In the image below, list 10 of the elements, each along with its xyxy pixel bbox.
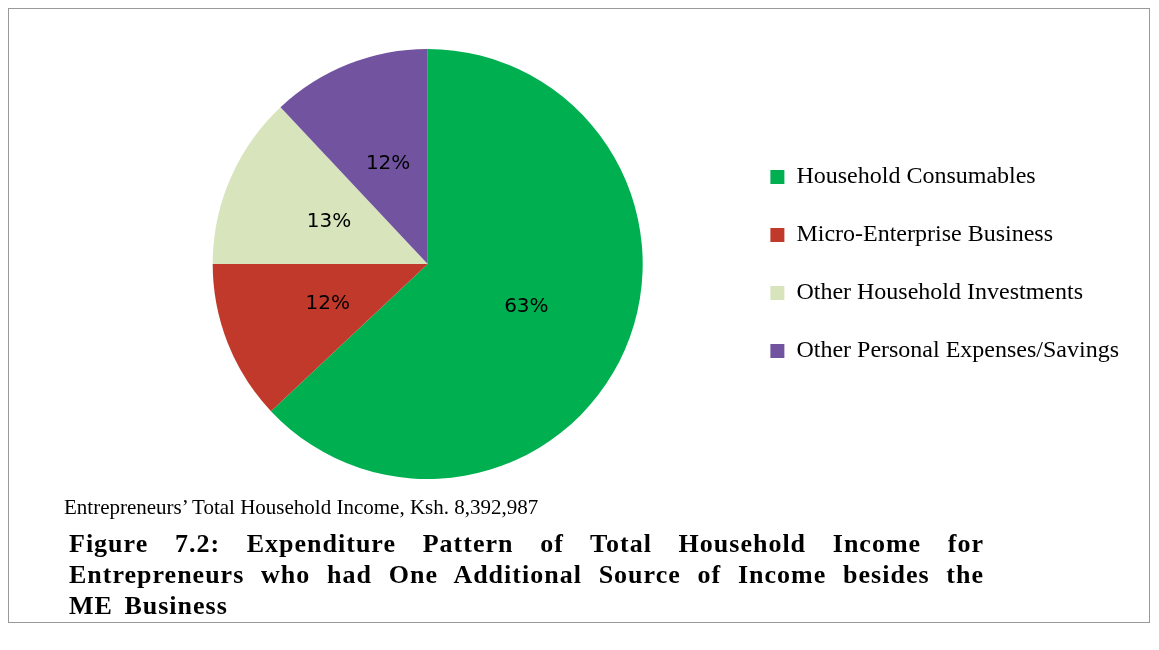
data-label: 13% (306, 207, 352, 232)
data-label: 12% (305, 289, 350, 314)
text: Entrepreneurs’ Total Household Income, Ksh. 8,392,987 (64, 495, 540, 520)
legend-label: Other Household Investments (796, 278, 1084, 305)
data-label: 63% (504, 292, 549, 317)
legend-label: Household Consumables (796, 162, 1036, 189)
legend-label: Other Personal Expenses/Savings (796, 336, 1120, 363)
data-label: 12% (365, 150, 411, 175)
text: Figure 7.2: Expenditure Pattern of Total Household Income for Entrepreneurs who had One Additional Source of Income besides the ME Business (69, 528, 984, 622)
legend-label: Micro-Enterprise Business (796, 220, 1054, 247)
